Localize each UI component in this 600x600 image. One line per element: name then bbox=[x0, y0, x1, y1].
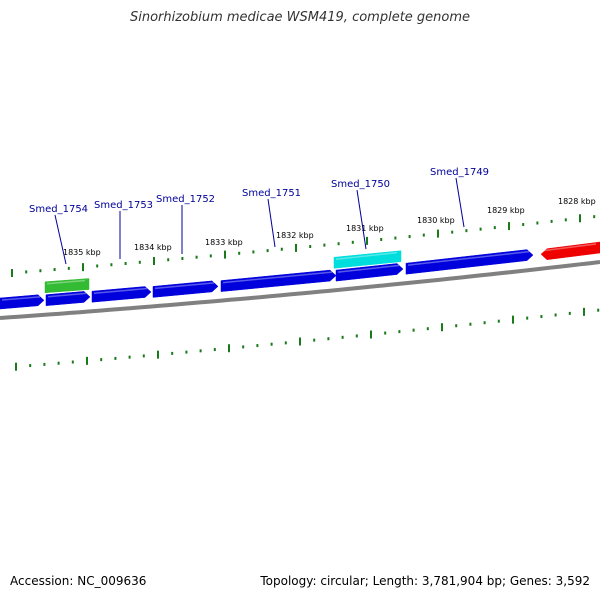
gene-arrow-shine bbox=[154, 282, 215, 290]
kbp-tick-label: 1829 kbp bbox=[487, 206, 525, 215]
outer-tick-track bbox=[11, 214, 596, 278]
gene-arrow-shine bbox=[1, 296, 41, 301]
gene-arrow-shine bbox=[222, 271, 333, 284]
gene-leader-line bbox=[267, 198, 276, 248]
accession-label: Accession: NC_009636 bbox=[10, 574, 147, 588]
kbp-tick-label: 1835 kbp bbox=[63, 248, 101, 257]
gene-arrow-shine bbox=[407, 250, 530, 266]
map-title: Sinorhizobium medicae WSM419, complete g… bbox=[129, 10, 471, 25]
gene-arrow-shine bbox=[335, 251, 398, 261]
kbp-tick-label: 1830 kbp bbox=[417, 216, 455, 225]
inner-tick-track bbox=[15, 307, 600, 371]
gene-arrow bbox=[405, 249, 534, 275]
gene-arrow bbox=[220, 269, 337, 292]
gene-label: Smed_1750 bbox=[331, 179, 390, 190]
genome-backbone bbox=[0, 260, 600, 320]
kbp-tick-label: 1828 kbp bbox=[558, 197, 596, 206]
gene-arrow bbox=[152, 280, 219, 298]
gene-arrow bbox=[333, 250, 402, 269]
feature-track bbox=[0, 241, 600, 310]
gene-arrow bbox=[540, 241, 600, 260]
gene-arrow bbox=[91, 286, 152, 303]
kbp-tick-label: 1832 kbp bbox=[276, 231, 314, 240]
gene-arrow-shine bbox=[47, 292, 87, 298]
gene-arrow bbox=[44, 278, 90, 294]
gene-label: Smed_1752 bbox=[156, 194, 215, 205]
gene-arrow-shine bbox=[337, 264, 400, 273]
gene-arrow-shine bbox=[46, 279, 86, 285]
gene-arrow-shine bbox=[542, 243, 597, 252]
gene-arrow bbox=[45, 291, 91, 306]
kbp-tick-labels: 1835 kbp 1834 kbp 1833 kbp 1832 kbp 1831 kbp… bbox=[63, 197, 596, 257]
kbp-tick-label: 1833 kbp bbox=[205, 238, 243, 247]
kbp-tick-label: 1831 kbp bbox=[346, 224, 384, 233]
gene-label: Smed_1754 bbox=[29, 204, 88, 215]
gene-leader-line bbox=[54, 214, 67, 265]
genome-summary: Topology: circular; Length: 3,781,904 bp… bbox=[260, 574, 590, 588]
gene-leader-line bbox=[455, 177, 465, 228]
gene-arrow bbox=[0, 294, 45, 310]
gene-arrow-shine bbox=[93, 287, 148, 294]
gene-label: Smed_1749 bbox=[430, 167, 489, 178]
gene-label: Smed_1753 bbox=[94, 200, 153, 211]
gene-arrow bbox=[335, 263, 404, 282]
gene-leader-line bbox=[356, 189, 367, 250]
gene-label: Smed_1751 bbox=[242, 188, 301, 199]
kbp-tick-label: 1834 kbp bbox=[134, 243, 172, 252]
